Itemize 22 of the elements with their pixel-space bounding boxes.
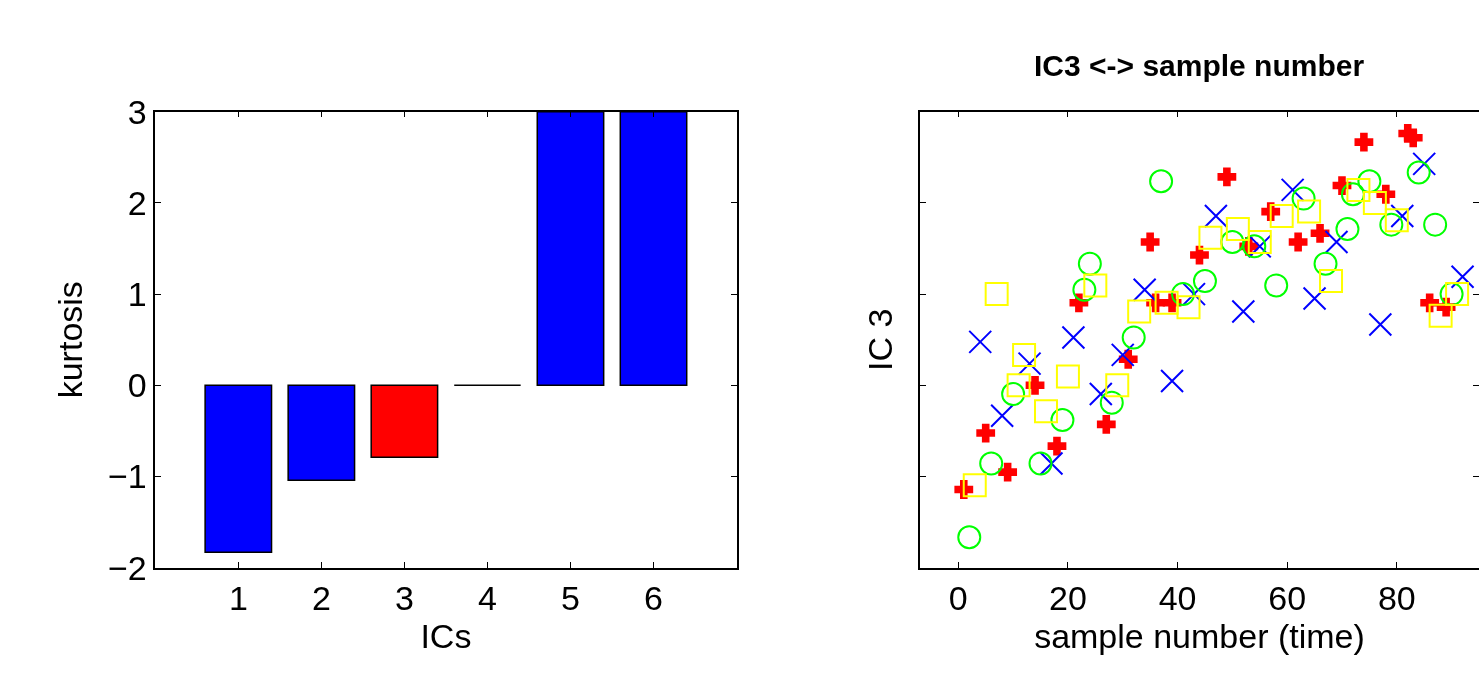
x-axis-title: ICs — [420, 617, 472, 656]
x-tick-label: 80 — [1377, 579, 1416, 618]
chart-title: IC3 <-> sample number — [1034, 49, 1365, 82]
y-tick-label: 1 — [127, 275, 147, 314]
y-axis-title: kurtosis — [51, 281, 90, 399]
x-tick-label: 2 — [311, 579, 331, 618]
x-tick-label: 60 — [1268, 579, 1307, 618]
y-axis-title: IC 3 — [861, 308, 900, 371]
x-tick-label: 1 — [228, 579, 248, 618]
x-tick-label: 0 — [948, 579, 968, 618]
y-tick-label: −1 — [107, 457, 147, 496]
y-tick-label: −2 — [107, 548, 147, 587]
x-tick-label: 20 — [1049, 579, 1087, 618]
x-tick-label: 3 — [394, 579, 414, 618]
x-tick-label: 4 — [477, 579, 497, 618]
y-tick-label: 2 — [127, 183, 147, 222]
y-tick-label: 3 — [127, 92, 147, 131]
x-tick-label: 6 — [644, 579, 663, 618]
x-tick-label: 5 — [561, 579, 580, 618]
y-tick-label: 0 — [127, 366, 147, 405]
x-axis-title: sample number (time) — [1034, 617, 1365, 656]
x-tick-label: 40 — [1158, 579, 1197, 618]
